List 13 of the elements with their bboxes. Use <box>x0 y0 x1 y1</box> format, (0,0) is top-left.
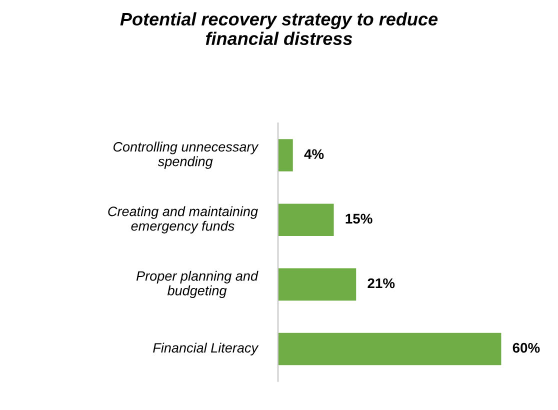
y-tick-label: Proper planning and budgeting <box>136 270 258 298</box>
y-tick-label: Financial Literacy <box>153 342 259 356</box>
y-tick-label: Creating and maintaining emergency funds <box>108 206 258 234</box>
data-label: 60% <box>512 342 540 353</box>
data-label: 21% <box>368 278 395 288</box>
y-tick-label: Controlling unnecessary spending <box>113 142 259 169</box>
data-label: 15% <box>346 214 372 224</box>
bar <box>278 268 356 301</box>
bar <box>278 139 293 172</box>
chart-title: Potential recovery strategy to reduce financial distress <box>120 12 438 46</box>
bar <box>278 332 502 366</box>
bar <box>278 204 334 236</box>
data-label: 4% <box>304 149 324 159</box>
